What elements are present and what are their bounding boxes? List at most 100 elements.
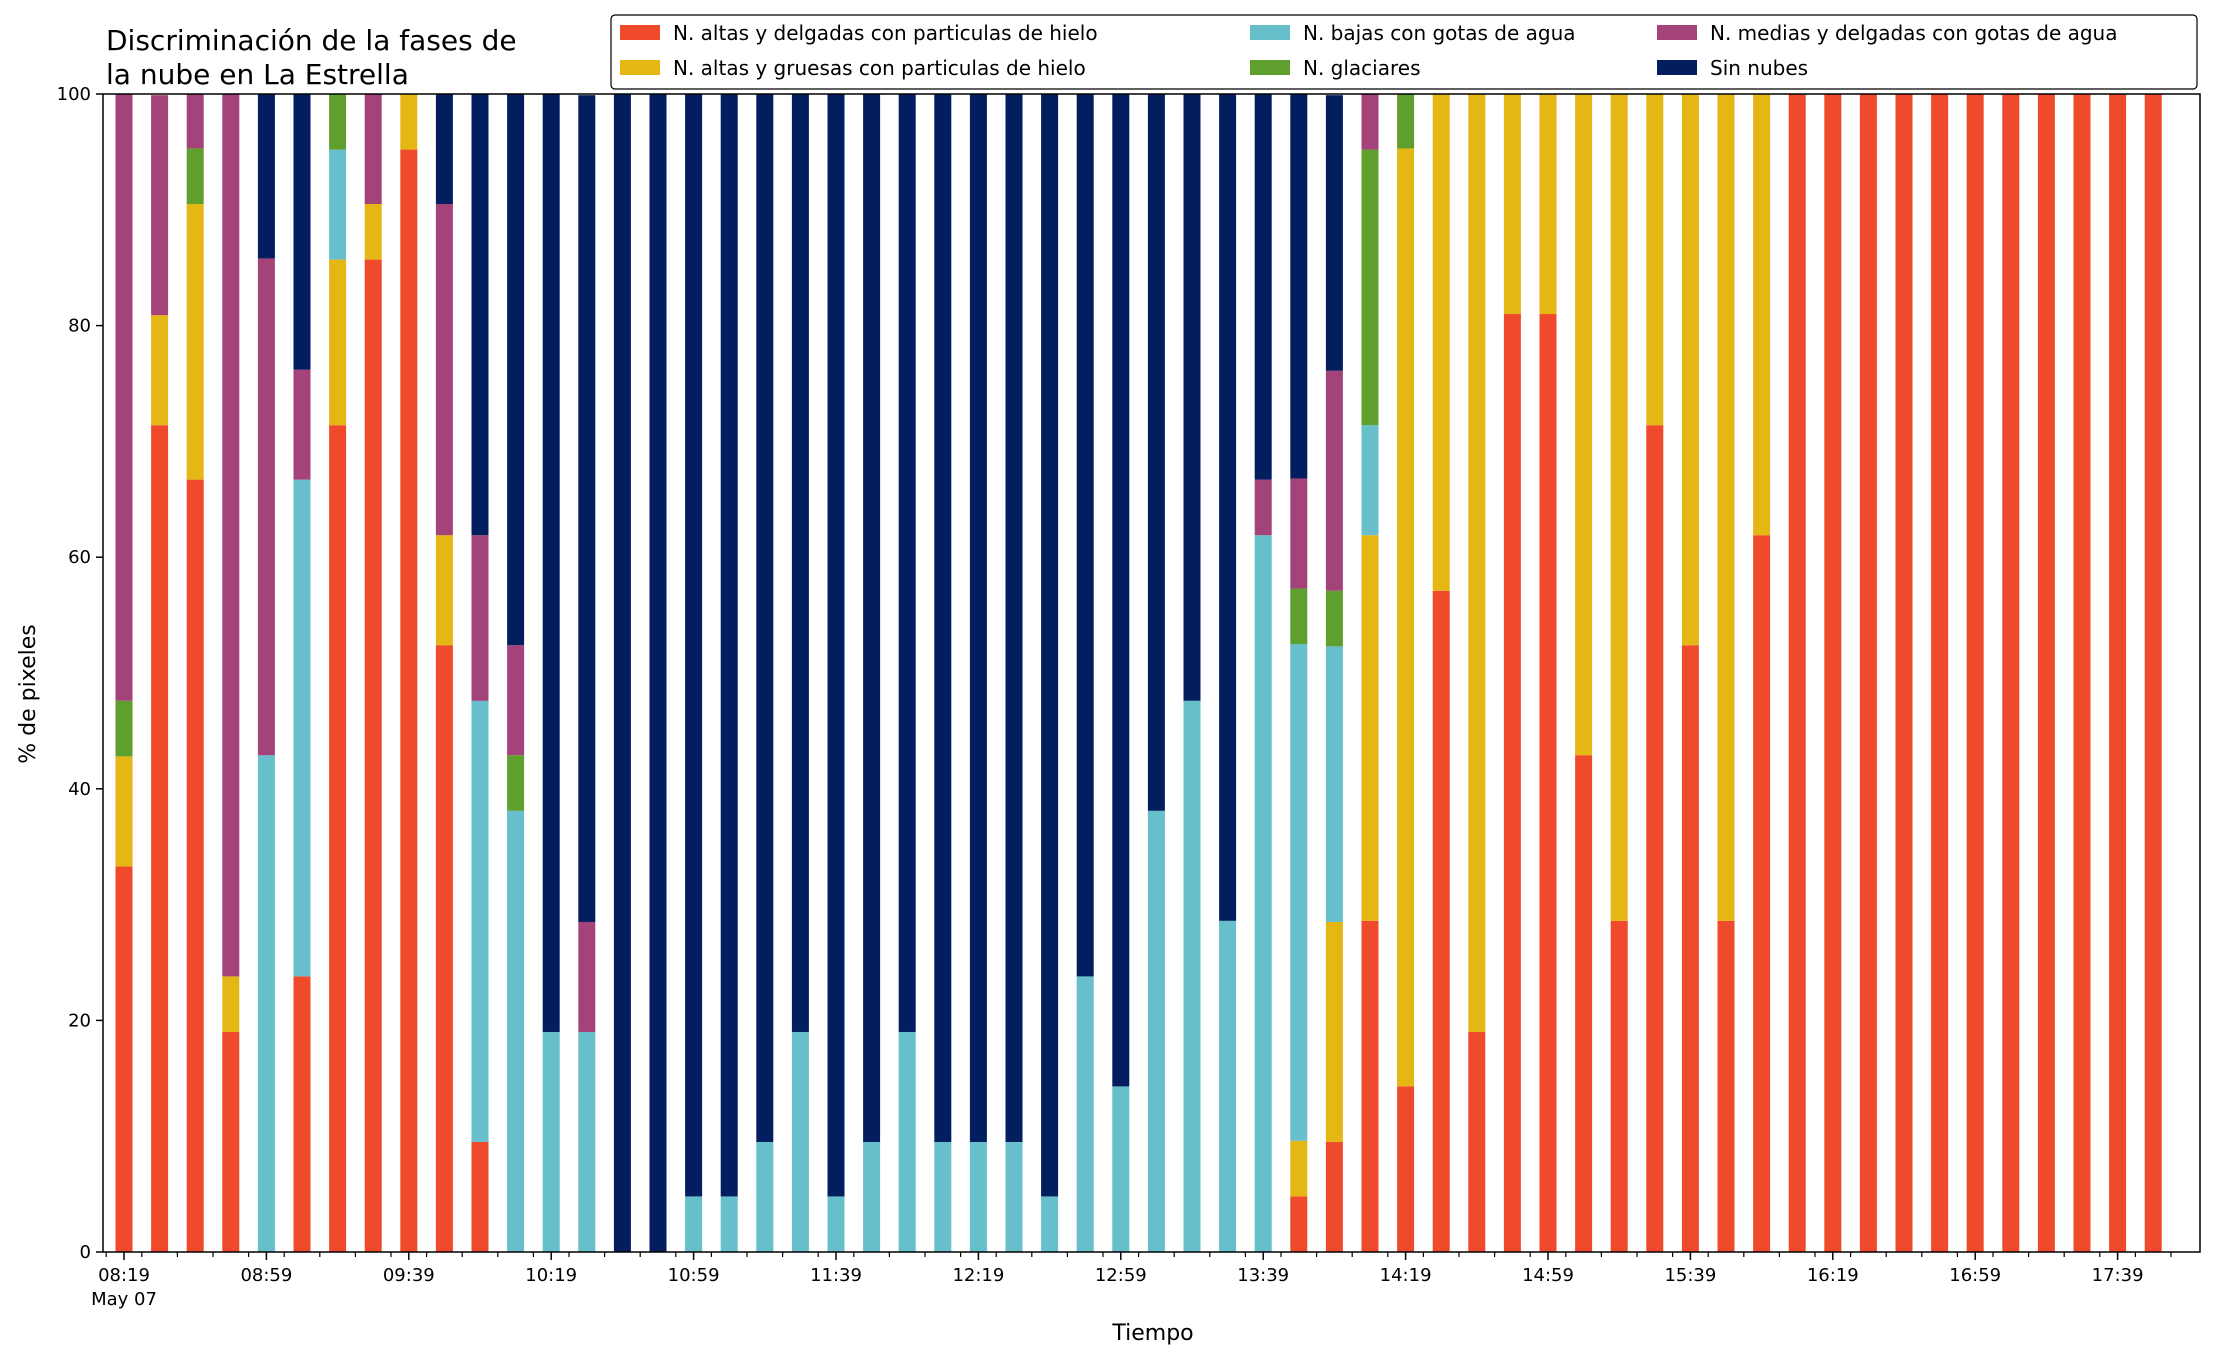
- bar-segment-11:09-s5: [720, 94, 738, 1197]
- bar-segment-15:59-s1: [1753, 94, 1771, 536]
- bar-segment-13:39-s4: [1254, 479, 1272, 536]
- bar-segment-10:09-s5: [507, 94, 525, 646]
- bars-layer: [115, 94, 2162, 1253]
- bar-segment-11:09-s2: [720, 1196, 738, 1252]
- bar-segment-13:49-s4: [1290, 478, 1308, 589]
- y-tick-label: 60: [68, 547, 91, 568]
- x-tick-label: 09:39: [383, 1265, 435, 1286]
- bar-segment-14:19-s0: [1397, 1086, 1415, 1252]
- bar-segment-08:39-s1: [186, 204, 204, 480]
- x-tick-label: 08:19: [98, 1265, 150, 1286]
- bar-segment-08:29-s0: [151, 425, 169, 1252]
- bar-segment-13:59-s5: [1325, 95, 1343, 371]
- chart-title-line: Discriminación de la fases de: [106, 24, 517, 57]
- bar-segment-13:29-s2: [1219, 920, 1237, 1252]
- bar-segment-09:09-s0: [293, 976, 311, 1252]
- bar-segment-08:19-s1: [115, 756, 133, 867]
- bar-segment-08:59-s2: [257, 755, 275, 1252]
- bar-segment-09:09-s2: [293, 479, 311, 977]
- bar-segment-12:09-s5: [934, 94, 952, 1142]
- bar-segment-15:49-s1: [1717, 94, 1735, 921]
- bar-segment-14:49-s0: [1503, 314, 1521, 1252]
- x-tick-label: 11:39: [810, 1265, 862, 1286]
- bar-segment-13:19-s2: [1183, 700, 1201, 1252]
- x-tick-label: 16:19: [1807, 1265, 1859, 1286]
- legend-swatch: [620, 25, 660, 40]
- bar-segment-14:59-s0: [1539, 314, 1557, 1252]
- x-tick-label: 12:59: [1095, 1265, 1147, 1286]
- bar-segment-11:19-s2: [756, 1141, 774, 1252]
- y-axis-label: % de pixeles: [16, 624, 41, 763]
- x-tick-label: 10:59: [668, 1265, 720, 1286]
- x-tick-label: 15:39: [1664, 1265, 1716, 1286]
- bar-segment-10:19-s2: [542, 1031, 560, 1252]
- bar-segment-12:39-s5: [1041, 94, 1059, 1197]
- bar-segment-12:29-s2: [1005, 1141, 1023, 1252]
- legend-entry: N. altas y delgadas con particulas de hi…: [673, 21, 1098, 45]
- bar-segment-10:29-s2: [578, 1031, 596, 1252]
- bar-segment-11:59-s2: [898, 1031, 916, 1252]
- bar-segment-11:39-s2: [827, 1196, 845, 1252]
- bar-segment-14:19-s1: [1397, 148, 1415, 1087]
- bar-segment-09:49-s5: [435, 94, 453, 205]
- bar-segment-15:29-s1: [1646, 94, 1664, 426]
- bar-segment-14:09-s2: [1361, 425, 1379, 536]
- bar-segment-12:59-s5: [1112, 94, 1130, 1087]
- x-date-label: May 07: [91, 1289, 157, 1310]
- bar-segment-09:59-s5: [471, 94, 489, 536]
- x-tick-label: 16:59: [1949, 1265, 2001, 1286]
- bar-segment-14:59-s1: [1539, 94, 1557, 315]
- bar-segment-12:19-s5: [969, 94, 987, 1142]
- bar-segment-11:29-s5: [791, 94, 809, 1032]
- legend-swatch: [1657, 60, 1697, 75]
- legend-entry: N. altas y gruesas con particulas de hie…: [673, 56, 1086, 80]
- bar-segment-09:09-s4: [293, 369, 311, 480]
- bar-segment-09:29-s0: [364, 259, 382, 1253]
- bar-segment-12:39-s2: [1041, 1196, 1059, 1252]
- bar-segment-15:59-s0: [1753, 535, 1771, 1252]
- y-tick-label: 40: [68, 779, 91, 800]
- bar-segment-09:19-s2: [329, 149, 347, 260]
- bar-segment-14:39-s0: [1468, 1031, 1486, 1252]
- bar-segment-15:29-s0: [1646, 425, 1664, 1252]
- legend-swatch: [620, 60, 660, 75]
- bar-segment-09:39-s1: [400, 94, 418, 150]
- legend-swatch: [1250, 60, 1290, 75]
- bar-segment-08:39-s3: [186, 148, 204, 205]
- legend-entry: N. medias y delgadas con gotas de agua: [1710, 21, 2118, 45]
- bar-segment-14:09-s3: [1361, 149, 1379, 426]
- bar-segment-13:49-s0: [1290, 1196, 1308, 1252]
- bar-segment-13:49-s3: [1290, 588, 1308, 645]
- bar-segment-08:49-s4: [222, 94, 240, 977]
- bar-segment-15:09-s0: [1575, 755, 1593, 1252]
- bar-segment-12:49-s2: [1076, 976, 1094, 1252]
- bar-segment-13:59-s0: [1325, 1141, 1343, 1252]
- bar-segment-14:19-s3: [1397, 94, 1415, 149]
- bar-segment-10:59-s2: [685, 1196, 703, 1252]
- bar-segment-13:39-s5: [1254, 94, 1272, 480]
- bar-segment-16:19-s0: [1824, 94, 1842, 1252]
- bar-segment-14:29-s1: [1432, 94, 1450, 591]
- bar-segment-10:09-s4: [507, 645, 525, 756]
- x-tick-label: 17:39: [2092, 1265, 2144, 1286]
- bar-segment-13:09-s5: [1147, 94, 1165, 811]
- bar-segment-09:29-s4: [364, 94, 382, 205]
- bar-segment-10:29-s5: [578, 95, 596, 922]
- y-tick-label: 100: [57, 84, 91, 105]
- bar-segment-13:49-s2: [1290, 644, 1308, 1141]
- x-tick-label: 14:19: [1380, 1265, 1432, 1286]
- legend-entry: Sin nubes: [1710, 56, 1808, 80]
- bar-segment-09:49-s4: [435, 204, 453, 536]
- bar-segment-08:39-s0: [186, 479, 204, 1252]
- bar-segment-10:59-s5: [685, 94, 703, 1197]
- axes-layer: 0 20 40 60 80 100 08:19 08:59 09:39 10:19 10:59 11:…: [57, 84, 2201, 1310]
- bar-segment-15:39-s0: [1681, 645, 1699, 1252]
- bar-segment-09:19-s1: [329, 259, 347, 426]
- x-tick-label: 12:19: [952, 1265, 1004, 1286]
- bar-segment-10:39-s5: [613, 94, 631, 1252]
- bar-segment-17:09-s0: [2002, 94, 2020, 1252]
- bar-segment-08:19-s0: [115, 866, 133, 1252]
- bar-segment-09:49-s0: [435, 645, 453, 1252]
- bar-segment-11:49-s2: [863, 1141, 881, 1252]
